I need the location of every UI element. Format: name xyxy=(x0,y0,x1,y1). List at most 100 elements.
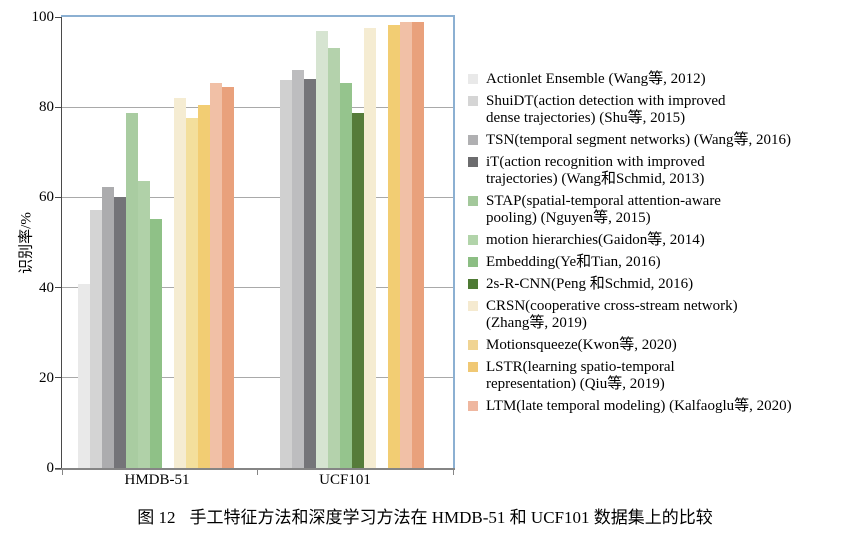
bar-HMDB-51-series-11 xyxy=(210,83,222,468)
y-tick-label-80: 80 xyxy=(39,99,54,116)
bar-cluster-HMDB-51 xyxy=(78,83,234,468)
bar-UCF101-series-7 xyxy=(352,113,364,468)
legend-label-2: TSN(temporal segment networks) (Wang等, 2… xyxy=(486,132,791,148)
bar-slot-UCF101-11 xyxy=(400,22,412,468)
legend-item-6: Embedding(Ye和Tian, 2016) xyxy=(468,254,848,271)
bar-UCF101-series-5 xyxy=(328,47,340,468)
legend-label-11: LTM(late temporal modeling) (Kalfaoglu等,… xyxy=(486,398,792,414)
plot-border-right xyxy=(453,15,455,470)
legend-swatch-11 xyxy=(468,401,478,411)
bar-HMDB-51-series-3 xyxy=(114,196,126,468)
bar-HMDB-51-series-2 xyxy=(102,187,114,468)
bar-slot-HMDB-51-9 xyxy=(186,118,198,468)
legend-item-7: 2s-R-CNN(Peng 和Schmid, 2016) xyxy=(468,276,848,293)
bar-UCF101-series-12 xyxy=(412,22,424,468)
figure-caption: 图 12 手工特征方法和深度学习方法在 HMDB-51 和 UCF101 数据集上… xyxy=(0,503,850,528)
legend-label-5: motion hierarchies(Gaidon等, 2014) xyxy=(486,232,705,248)
legend-item-1: ShuiDT(action detection with improved de… xyxy=(468,93,848,127)
bar-HMDB-51-series-10 xyxy=(198,104,210,468)
caption-label: 图 12 xyxy=(137,508,176,527)
legend-swatch-4 xyxy=(468,196,478,206)
legend-label-4: STAP(spatial-temporal attention-aware po… xyxy=(486,193,721,226)
legend-label-8: CRSN(cooperative cross-stream network) (… xyxy=(486,298,738,331)
bar-slot-HMDB-51-2 xyxy=(102,187,114,468)
legend-label-3: iT(action recognition with improved traj… xyxy=(486,154,705,187)
y-tick-20 xyxy=(55,377,61,379)
bar-slot-HMDB-51-8 xyxy=(174,98,186,468)
bar-slot-HMDB-51-5 xyxy=(138,181,150,468)
bar-slot-UCF101-4 xyxy=(316,30,328,468)
legend-item-9: Motionsqueeze(Kwon等, 2020) xyxy=(468,337,848,354)
bar-slot-HMDB-51-4 xyxy=(126,113,138,468)
legend-item-3: iT(action recognition with improved traj… xyxy=(468,154,848,188)
legend-label-10: LSTR(learning spatio-temporal representa… xyxy=(486,359,675,392)
bar-HMDB-51-series-8 xyxy=(174,98,186,468)
caption-text: 手工特征方法和深度学习方法在 HMDB-51 和 UCF101 数据集上的比较 xyxy=(189,508,713,527)
legend-item-11: LTM(late temporal modeling) (Kalfaoglu等,… xyxy=(468,398,848,415)
y-tick-60 xyxy=(55,196,61,198)
y-tick-0 xyxy=(55,467,61,469)
y-tick-40 xyxy=(55,287,61,289)
y-tick-label-0: 0 xyxy=(46,460,55,476)
legend-swatch-0 xyxy=(468,74,478,84)
bar-UCF101-series-6 xyxy=(340,83,352,468)
y-tick-label-40: 40 xyxy=(39,279,54,296)
bar-slot-UCF101-10 xyxy=(388,24,400,468)
plot-border-top xyxy=(61,15,455,17)
bar-HMDB-51-series-5 xyxy=(138,181,150,468)
x-boundary-tick-2 xyxy=(452,470,454,475)
legend-item-0: Actionlet Ensemble (Wang等, 2012) xyxy=(468,71,848,88)
y-tick-100 xyxy=(55,16,61,18)
bar-slot-UCF101-6 xyxy=(340,83,352,468)
legend-label-7: 2s-R-CNN(Peng 和Schmid, 2016) xyxy=(486,276,694,292)
x-axis-label-UCF101: UCF101 xyxy=(319,472,371,488)
bar-HMDB-51-series-12 xyxy=(222,86,234,468)
legend-swatch-3 xyxy=(468,157,478,167)
bar-UCF101-series-4 xyxy=(316,30,328,468)
bar-slot-HMDB-51-12 xyxy=(222,86,234,468)
gridline-80 xyxy=(62,106,453,108)
legend-swatch-9 xyxy=(468,340,478,350)
bar-UCF101-series-1 xyxy=(280,80,292,468)
x-axis-label-HMDB-51: HMDB-51 xyxy=(124,472,190,488)
legend-swatch-5 xyxy=(468,235,478,245)
bar-HMDB-51-series-0 xyxy=(78,284,90,468)
legend-swatch-2 xyxy=(468,135,478,145)
legend-swatch-6 xyxy=(468,257,478,267)
bar-slot-UCF101-1 xyxy=(280,80,292,468)
bar-HMDB-51-series-6 xyxy=(150,218,162,468)
gridline-20 xyxy=(62,377,453,379)
gridline-40 xyxy=(62,287,453,289)
legend-swatch-8 xyxy=(468,301,478,311)
bar-slot-HMDB-51-0 xyxy=(78,284,90,468)
x-boundary-tick-1 xyxy=(257,470,258,475)
bar-slot-UCF101-5 xyxy=(328,47,340,468)
plot-area: 100 80 60 40 20 0 xyxy=(32,9,455,476)
bar-UCF101-series-11 xyxy=(400,22,412,468)
legend-label-1: ShuiDT(action detection with improved de… xyxy=(486,93,726,126)
bar-slot-UCF101-7 xyxy=(352,113,364,468)
bar-UCF101-series-8 xyxy=(364,27,376,468)
bar-UCF101-series-2 xyxy=(292,69,304,468)
bar-UCF101-series-3 xyxy=(304,79,316,468)
y-tick-80 xyxy=(55,106,61,108)
legend-item-8: CRSN(cooperative cross-stream network) (… xyxy=(468,298,848,332)
legend-item-10: LSTR(learning spatio-temporal representa… xyxy=(468,359,848,393)
bar-slot-HMDB-51-3 xyxy=(114,196,126,468)
bar-slot-HMDB-51-6 xyxy=(150,218,162,468)
legend-swatch-1 xyxy=(468,96,478,106)
bar-slot-HMDB-51-1 xyxy=(90,210,102,468)
legend-item-5: motion hierarchies(Gaidon等, 2014) xyxy=(468,232,848,249)
bar-HMDB-51-series-1 xyxy=(90,210,102,468)
y-tick-label-60: 60 xyxy=(39,189,54,206)
gridline-60 xyxy=(62,196,453,198)
x-boundary-tick-0 xyxy=(61,470,63,475)
legend-item-2: TSN(temporal segment networks) (Wang等, 2… xyxy=(468,132,848,149)
legend-swatch-7 xyxy=(468,279,478,289)
bar-HMDB-51-series-4 xyxy=(126,113,138,468)
legend-item-4: STAP(spatial-temporal attention-aware po… xyxy=(468,193,848,227)
bar-slot-UCF101-8 xyxy=(364,27,376,468)
bar-slot-HMDB-51-10 xyxy=(198,104,210,468)
bar-slot-UCF101-12 xyxy=(412,22,424,468)
